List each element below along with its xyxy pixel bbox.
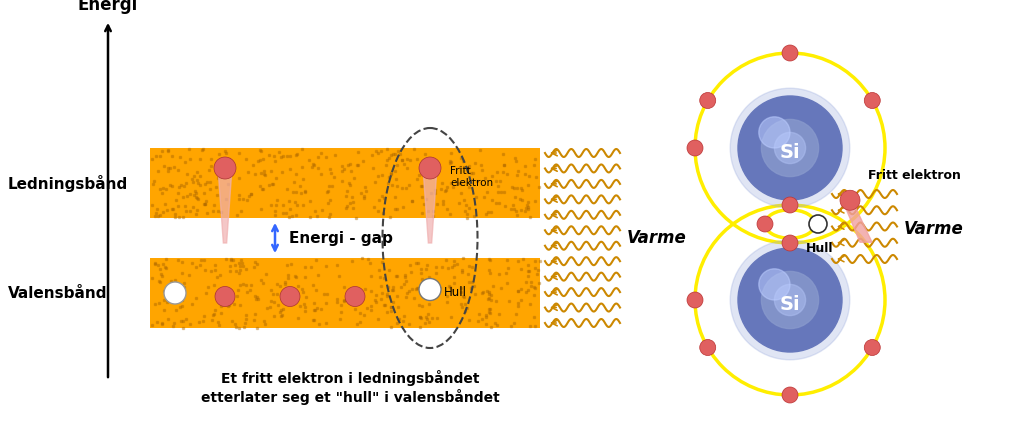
Circle shape <box>164 282 186 304</box>
Circle shape <box>809 215 827 233</box>
Circle shape <box>840 190 860 210</box>
Bar <box>150 148 540 218</box>
Circle shape <box>864 93 880 109</box>
Circle shape <box>759 269 790 300</box>
Circle shape <box>214 157 236 179</box>
Circle shape <box>700 93 716 109</box>
Circle shape <box>700 339 716 355</box>
Circle shape <box>782 197 798 213</box>
Text: Energi: Energi <box>78 0 138 14</box>
Circle shape <box>757 216 773 232</box>
Circle shape <box>345 287 365 307</box>
Circle shape <box>280 287 300 307</box>
Circle shape <box>864 339 880 355</box>
Circle shape <box>759 117 790 148</box>
Text: Si: Si <box>780 143 800 162</box>
Circle shape <box>419 279 441 300</box>
Text: Hull: Hull <box>444 286 468 299</box>
Circle shape <box>738 248 842 352</box>
Polygon shape <box>845 206 872 242</box>
Circle shape <box>782 387 798 403</box>
Polygon shape <box>424 174 437 243</box>
Text: Hull: Hull <box>806 242 834 255</box>
Circle shape <box>774 284 805 315</box>
Circle shape <box>687 140 703 156</box>
Text: Varme: Varme <box>904 220 964 238</box>
Circle shape <box>730 88 850 208</box>
Text: Fritt
elektron: Fritt elektron <box>450 166 493 187</box>
Circle shape <box>761 120 818 177</box>
Circle shape <box>419 157 441 179</box>
Circle shape <box>782 235 798 251</box>
Text: Ledningsbånd: Ledningsbånd <box>8 175 128 191</box>
Circle shape <box>782 45 798 61</box>
Circle shape <box>687 292 703 308</box>
Text: Energi - gap: Energi - gap <box>290 230 393 245</box>
Bar <box>150 258 540 328</box>
Circle shape <box>761 272 818 329</box>
Text: Et fritt elektron i ledningsbåndet
etterlater seg et "hull" i valensbåndet: Et fritt elektron i ledningsbåndet etter… <box>201 370 499 404</box>
Circle shape <box>730 240 850 360</box>
Text: Si: Si <box>780 295 800 314</box>
Text: Valensbånd: Valensbånd <box>8 285 107 300</box>
Text: Fritt elektron: Fritt elektron <box>868 169 961 182</box>
Circle shape <box>738 96 842 200</box>
Circle shape <box>215 287 235 307</box>
Text: Varme: Varme <box>627 229 686 247</box>
Polygon shape <box>218 174 231 243</box>
Circle shape <box>774 132 805 163</box>
